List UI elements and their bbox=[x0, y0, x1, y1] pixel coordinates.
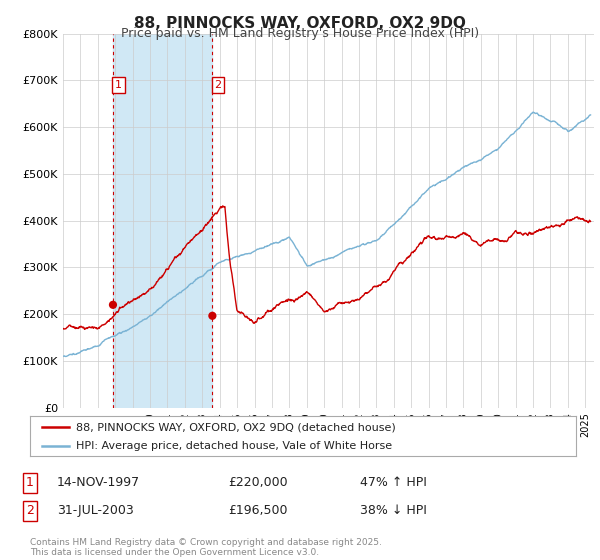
Text: £220,000: £220,000 bbox=[228, 476, 287, 489]
Text: £196,500: £196,500 bbox=[228, 504, 287, 517]
Text: 88, PINNOCKS WAY, OXFORD, OX2 9DQ (detached house): 88, PINNOCKS WAY, OXFORD, OX2 9DQ (detac… bbox=[76, 422, 396, 432]
Text: Contains HM Land Registry data © Crown copyright and database right 2025.
This d: Contains HM Land Registry data © Crown c… bbox=[30, 538, 382, 557]
Text: 47% ↑ HPI: 47% ↑ HPI bbox=[360, 476, 427, 489]
Text: 1: 1 bbox=[26, 476, 34, 489]
Point bbox=[208, 311, 217, 320]
Text: 31-JUL-2003: 31-JUL-2003 bbox=[57, 504, 134, 517]
Text: 2: 2 bbox=[26, 504, 34, 517]
Text: 38% ↓ HPI: 38% ↓ HPI bbox=[360, 504, 427, 517]
Point bbox=[108, 300, 118, 309]
Text: 88, PINNOCKS WAY, OXFORD, OX2 9DQ: 88, PINNOCKS WAY, OXFORD, OX2 9DQ bbox=[134, 16, 466, 31]
Text: 2: 2 bbox=[214, 80, 221, 90]
Text: Price paid vs. HM Land Registry's House Price Index (HPI): Price paid vs. HM Land Registry's House … bbox=[121, 27, 479, 40]
Bar bbox=[113, 34, 212, 408]
Text: 1: 1 bbox=[115, 80, 122, 90]
Text: HPI: Average price, detached house, Vale of White Horse: HPI: Average price, detached house, Vale… bbox=[76, 441, 392, 451]
Text: 14-NOV-1997: 14-NOV-1997 bbox=[57, 476, 140, 489]
